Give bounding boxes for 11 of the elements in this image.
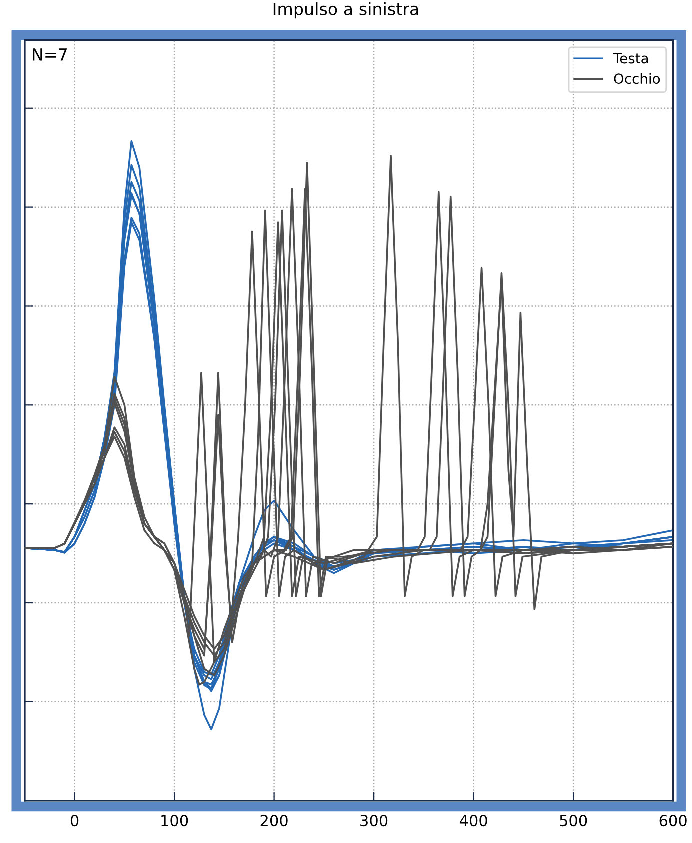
x-tick-label: 400	[460, 815, 488, 827]
text: N=7	[33, 48, 68, 61]
legend-label: Testa	[613, 53, 648, 64]
x-tick-label: 300	[360, 815, 388, 827]
x-tick-label: 100	[162, 815, 188, 827]
x-tick-label: 0	[70, 815, 79, 827]
x-tick-label: 200	[260, 815, 288, 827]
x-tick-label: 500	[560, 815, 588, 827]
chart-title: Impulso a sinistra	[274, 2, 418, 19]
x-tick-label: 600	[660, 815, 687, 827]
legend-label: Occhio	[614, 73, 660, 84]
